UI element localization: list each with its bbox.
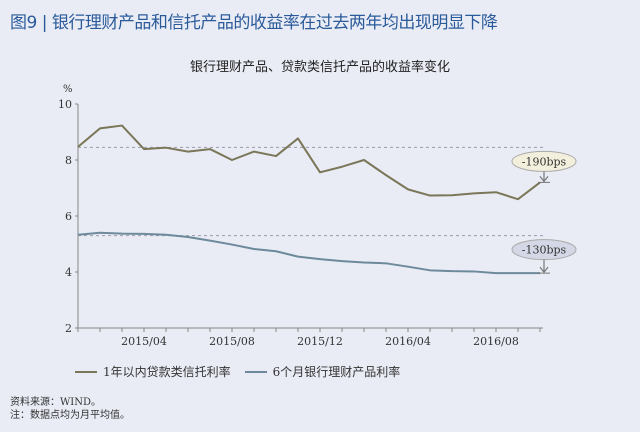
data-note: 注：数据点均为月平均值。 <box>10 410 130 421</box>
arrow-head-icon <box>539 266 549 274</box>
x-tick-label: 2016/04 <box>385 335 431 348</box>
x-tick-label: 2015/12 <box>297 335 343 348</box>
legend-label-wealth: 6个月银行理财产品利率 <box>272 365 401 379</box>
y-tick-label: 2 <box>65 322 72 335</box>
series-line-wealth <box>77 231 540 275</box>
figure-title: 图9 | 银行理财产品和信托产品的收益率在过去两年均出现明显下降 <box>10 13 498 33</box>
y-tick-label: 10 <box>58 98 72 111</box>
y-tick-label: 4 <box>65 266 72 279</box>
arrow-head-icon <box>539 176 549 183</box>
x-tick-label: 2015/08 <box>209 335 255 348</box>
legend-swatch-wealth <box>244 370 267 373</box>
series-line-trust <box>77 124 541 201</box>
chart-title: 银行理财产品、贷款类信托产品的收益率变化 <box>189 60 450 75</box>
y-tick-label: 6 <box>65 210 72 223</box>
notes: 资料来源：WIND。 注：数据点均为月平均值。 <box>10 396 130 422</box>
x-tick-label: 2016/08 <box>473 335 519 348</box>
legend-item-wealth: 6个月银行理财产品利率 <box>244 363 401 380</box>
legend: 1年以内贷款类信托利率 6个月银行理财产品利率 <box>75 363 414 380</box>
legend-swatch-trust <box>75 370 97 373</box>
legend-item-trust: 1年以内贷款类信托利率 <box>75 363 231 380</box>
annotation-label: -130bps <box>522 244 567 257</box>
source-note: 资料来源：WIND。 <box>10 397 101 408</box>
y-axis-unit: % <box>63 84 73 95</box>
y-tick-label: 8 <box>65 154 72 167</box>
legend-label-trust: 1年以内贷款类信托利率 <box>103 365 231 379</box>
annotation-label: -190bps <box>522 155 567 168</box>
x-tick-label: 2015/04 <box>121 335 167 348</box>
